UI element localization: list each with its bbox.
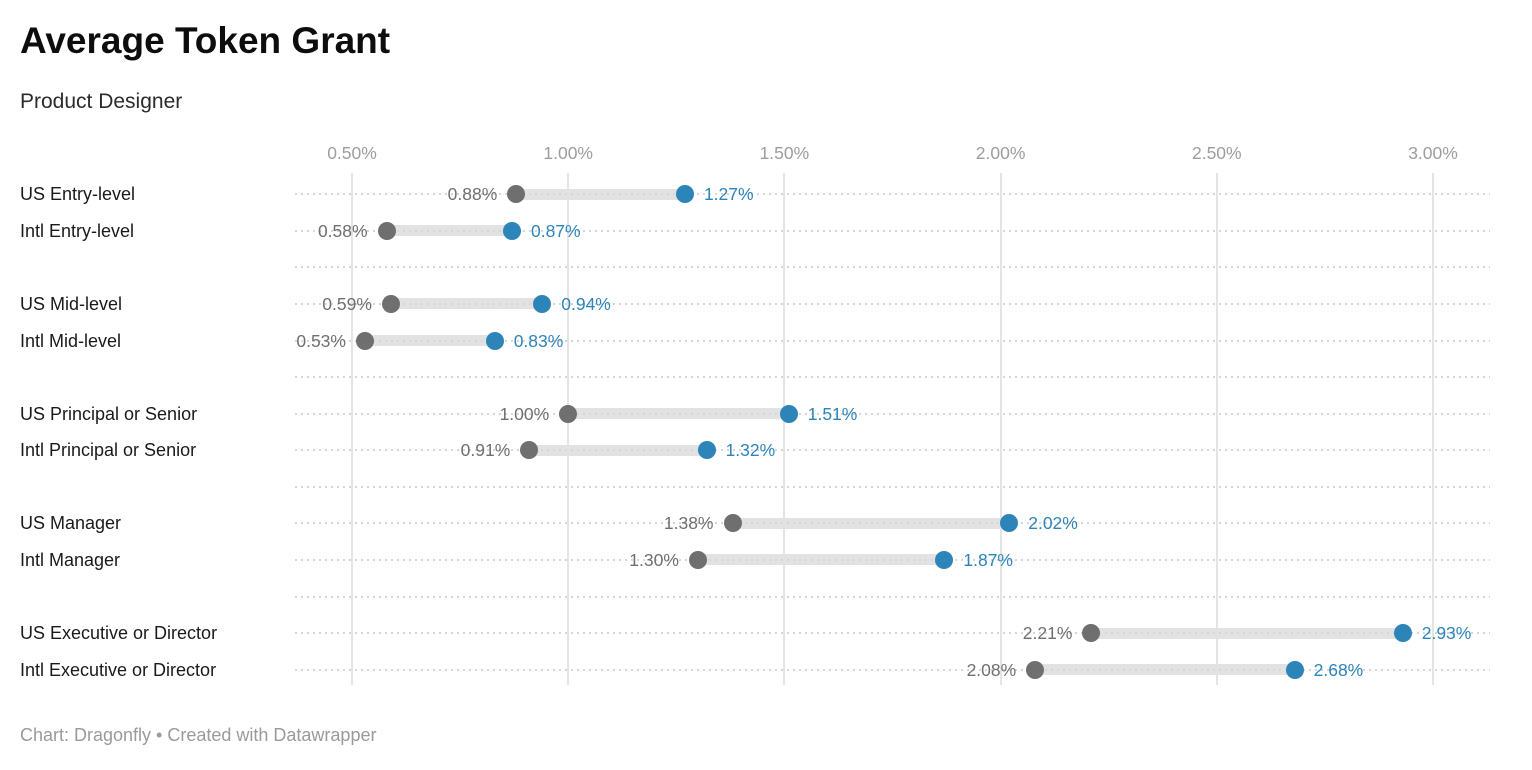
row-gridline [295, 595, 1490, 598]
end-dot [533, 294, 552, 313]
vertical-gridline [999, 173, 1002, 685]
row-gridline [295, 485, 1490, 488]
vertical-gridline [783, 173, 786, 685]
axis-tick-label: 2.00% [975, 143, 1026, 163]
axis-tick-label: 1.50% [759, 143, 810, 163]
end-value-label: 0.83% [513, 330, 564, 351]
start-dot [355, 331, 374, 350]
start-value-label: 1.00% [499, 403, 550, 424]
start-value-label: 0.59% [322, 293, 372, 314]
row-gridline [295, 302, 1490, 305]
start-value-label: 0.53% [296, 330, 346, 351]
start-value-label: 2.08% [966, 659, 1017, 680]
end-value-label: 2.93% [1421, 623, 1472, 644]
row-gridline [295, 193, 1490, 196]
row-label: Intl Entry-level [20, 220, 135, 241]
start-value-label: 0.88% [447, 184, 498, 205]
row-gridline [295, 266, 1490, 269]
start-value-label: 0.58% [317, 220, 368, 241]
start-dot [507, 185, 526, 204]
vertical-gridline [1432, 173, 1434, 685]
start-dot [723, 514, 742, 533]
end-dot [675, 185, 694, 204]
start-dot [1026, 660, 1045, 679]
row-gridline [295, 632, 1490, 635]
end-dot [697, 441, 716, 460]
row-label: Intl Executive or Director [20, 659, 217, 680]
end-value-label: 2.68% [1313, 659, 1364, 680]
chart-title: Average Token Grant [20, 20, 391, 61]
row-label: US Mid-level [20, 293, 123, 314]
start-value-label: 1.30% [629, 549, 679, 570]
row-label: US Executive or Director [20, 623, 218, 644]
end-value-label: 1.32% [725, 440, 776, 461]
end-value-label: 1.27% [703, 184, 754, 205]
row-label: Intl Mid-level [20, 330, 122, 351]
end-dot [1285, 660, 1304, 679]
end-dot [1000, 514, 1019, 533]
end-value-label: 0.94% [561, 293, 611, 314]
row-gridline [295, 449, 1490, 452]
row-gridline [295, 376, 1490, 379]
start-dot [688, 550, 707, 569]
end-dot [935, 550, 954, 569]
start-dot [520, 441, 539, 460]
row-label: US Principal or Senior [20, 403, 198, 424]
row-label: Intl Manager [20, 549, 121, 570]
chart-subtitle: Product Designer [20, 90, 183, 113]
start-dot [559, 404, 578, 423]
row-gridline [295, 522, 1490, 525]
end-dot [485, 331, 504, 350]
axis-tick-label: 1.00% [543, 143, 593, 163]
chart-credit: Chart: Dragonfly • Created with Datawrap… [20, 725, 377, 745]
end-value-label: 0.87% [530, 220, 581, 241]
vertical-gridline [567, 173, 570, 685]
row-gridline [295, 668, 1490, 671]
vertical-gridline [1215, 173, 1218, 685]
axis-tick-label: 3.00% [1408, 143, 1458, 163]
start-value-label: 2.21% [1022, 623, 1073, 644]
start-value-label: 0.91% [460, 440, 511, 461]
end-dot [502, 221, 521, 240]
start-value-label: 1.38% [663, 513, 714, 534]
axis-tick-label: 0.50% [327, 143, 377, 163]
row-gridline [295, 229, 1490, 232]
row-gridline [295, 558, 1490, 561]
row-gridline [295, 412, 1490, 415]
end-dot [1393, 624, 1412, 643]
end-value-label: 1.87% [963, 549, 1013, 570]
start-dot [377, 221, 396, 240]
end-dot [779, 404, 798, 423]
row-label: US Manager [20, 513, 122, 534]
end-value-label: 1.51% [807, 403, 858, 424]
start-dot [381, 294, 400, 313]
row-label: Intl Principal or Senior [20, 440, 197, 461]
row-gridline [295, 339, 1490, 342]
start-dot [1082, 624, 1101, 643]
end-value-label: 2.02% [1028, 513, 1078, 534]
axis-tick-label: 2.50% [1191, 143, 1242, 163]
vertical-gridline [351, 173, 353, 685]
row-label: US Entry-level [20, 184, 136, 205]
